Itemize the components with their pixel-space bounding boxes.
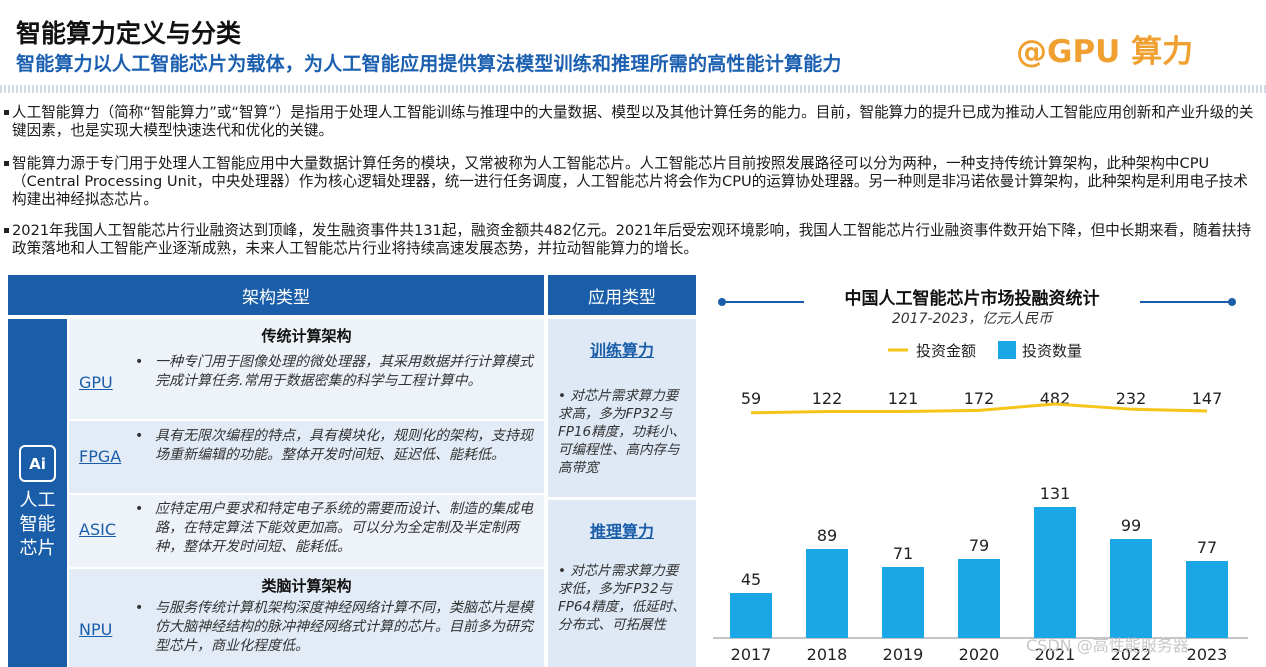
bar-2018 bbox=[806, 549, 848, 638]
investment-amount-line bbox=[750, 402, 1208, 415]
bar-label-2022: 99 bbox=[1121, 516, 1141, 535]
app-title-inference[interactable]: 推理算力 bbox=[589, 522, 654, 541]
arch-row-npu: NPU • 与服务传统计算机架构深度神经网络计算不同，类脑芯片是模仿大脑神经结构… bbox=[69, 569, 544, 667]
chart-svg: 投资金额 投资数量 45 2017 59 89 2018 122 71 2019 121 79 2020… bbox=[713, 298, 1248, 664]
watermark-text: CSDN @高性能服务器 bbox=[1026, 636, 1189, 655]
ai-icon: Ai bbox=[19, 445, 56, 482]
arch-type-header: 架构类型 bbox=[8, 275, 544, 315]
bullet-icon bbox=[4, 161, 9, 166]
legend-bar-label: 投资数量 bbox=[1022, 342, 1082, 360]
x-tick-2020: 2020 bbox=[959, 645, 1000, 664]
chip-desc-fpga: • 具有无限次编程的特点，具有模块化，规则化的架构，支持现场重新编辑的功能。整体… bbox=[135, 428, 533, 463]
bar-2020 bbox=[958, 559, 1000, 638]
page-subtitle: 智能算力以人工智能芯片为载体，为人工智能应用提供算法模型训练和推理所需的高性能计… bbox=[16, 53, 842, 75]
bar-2019 bbox=[882, 567, 924, 638]
bar-2022 bbox=[1110, 539, 1152, 638]
bar-2021 bbox=[1034, 507, 1076, 638]
brand-logo-text: @GPU 算力 bbox=[1016, 34, 1194, 70]
chip-name-npu[interactable]: NPU bbox=[79, 620, 113, 639]
chip-name-gpu[interactable]: GPU bbox=[79, 373, 113, 392]
paragraph-architecture: 智能算力源于专门用于处理人工智能应用中大量数据计算任务的模块，又常被称为人工智能… bbox=[4, 155, 1260, 209]
bullet-icon bbox=[4, 110, 9, 115]
traditional-arch-title: 传统计算架构 bbox=[261, 327, 352, 345]
page-title: 智能算力定义与分类 bbox=[16, 19, 242, 48]
app-title-training[interactable]: 训练算力 bbox=[589, 341, 654, 360]
line-label-2022: 232 bbox=[1116, 389, 1147, 408]
arch-row-asic: ASIC • 应特定用户要求和特定电子系统的需要而设计、制造的集成电路，在特定算… bbox=[69, 495, 544, 567]
x-tick-2017: 2017 bbox=[731, 645, 772, 664]
legend-bar-swatch bbox=[998, 341, 1016, 359]
legend-line-label: 投资金额 bbox=[916, 342, 976, 360]
x-tick-2023: 2023 bbox=[1187, 645, 1228, 664]
paragraph-text: 人工智能算力（简称“智能算力”或“智算”）是指用于处理人工智能训练与推理中的大量… bbox=[12, 104, 1254, 139]
x-tick-2022: 2022 bbox=[1111, 645, 1152, 664]
app-desc-inference: • 对芯片需求算力要求低，多为FP32与FP64精度，低延时、分布式、可拓展性 bbox=[558, 563, 686, 633]
chip-desc-asic: • 应特定用户要求和特定电子系统的需要而设计、制造的集成电路，在特定算法下能效更… bbox=[135, 501, 533, 555]
app-training: 训练算力 • 对芯片需求算力要求高，多为FP32与FP16精度，功耗小、可编程性… bbox=[548, 319, 696, 497]
line-label-2017: 59 bbox=[741, 389, 761, 408]
title-rule-dot-right bbox=[1228, 298, 1236, 306]
paragraph-financing: 2021年我国人工智能芯片行业融资达到顶峰，发生融资事件共131起，融资金额共4… bbox=[4, 222, 1260, 258]
app-type-header: 应用类型 bbox=[548, 275, 696, 315]
header-divider bbox=[0, 85, 1266, 93]
chip-name-fpga[interactable]: FPGA bbox=[79, 447, 122, 466]
paragraph-text: 2021年我国人工智能芯片行业融资达到顶峰，发生融资事件共131起，融资金额共4… bbox=[12, 222, 1252, 257]
app-desc-training: • 对芯片需求算力要求高，多为FP32与FP16精度，功耗小、可编程性、高内存与… bbox=[558, 388, 686, 476]
bar-label-2021: 131 bbox=[1040, 484, 1071, 503]
bar-label-2023: 77 bbox=[1197, 538, 1217, 557]
arch-row-gpu: GPU • 一种专门用于图像处理的微处理器，其采用数据并行计算模式完成计算任务.… bbox=[69, 319, 544, 419]
chip-desc-npu: • 与服务传统计算机架构深度神经网络计算不同，类脑芯片是模仿大脑神经结构的脉冲神… bbox=[135, 600, 533, 654]
x-tick-2018: 2018 bbox=[807, 645, 848, 664]
bullet-icon bbox=[4, 228, 9, 233]
bar-label-2019: 71 bbox=[893, 544, 913, 563]
line-label-2019: 121 bbox=[888, 389, 919, 408]
app-inference: 推理算力 • 对芯片需求算力要求低，多为FP32与FP64精度，低延时、分布式、… bbox=[548, 500, 696, 667]
line-label-2018: 122 bbox=[812, 389, 843, 408]
ai-chip-label: 人工 智能 芯片 bbox=[19, 490, 56, 559]
bar-label-2017: 45 bbox=[741, 570, 761, 589]
title-rule-dot-left bbox=[718, 298, 726, 306]
neuro-arch-title: 类脑计算架构 bbox=[261, 577, 352, 595]
x-tick-2019: 2019 bbox=[883, 645, 924, 664]
ai-chip-side-panel: Ai 人工 智能 芯片 bbox=[8, 319, 67, 667]
financing-chart: 中国人工智能芯片市场投融资统计 2017-2023，亿元人民币 投资金额 投资数量… bbox=[708, 280, 1266, 667]
bar-label-2018: 89 bbox=[817, 526, 837, 545]
paragraph-definition: 人工智能算力（简称“智能算力”或“智算”）是指用于处理人工智能训练与推理中的大量… bbox=[4, 104, 1260, 140]
chip-desc-gpu: • 一种专门用于图像处理的微处理器，其采用数据并行计算模式完成计算任务.常用于数… bbox=[135, 354, 533, 389]
x-tick-2021: 2021 bbox=[1035, 645, 1076, 664]
chip-name-asic[interactable]: ASIC bbox=[79, 520, 116, 539]
chart-title: 中国人工智能芯片市场投融资统计 bbox=[844, 289, 1100, 309]
arch-row-fpga: FPGA • 具有无限次编程的特点，具有模块化，规则化的架构，支持现场重新编辑的… bbox=[69, 421, 544, 493]
chart-subtitle: 2017-2023，亿元人民币 bbox=[891, 311, 1053, 327]
bar-2017 bbox=[730, 593, 772, 638]
bar-label-2020: 79 bbox=[969, 536, 989, 555]
bar-2023 bbox=[1186, 561, 1228, 638]
paragraph-text: 智能算力源于专门用于处理人工智能应用中大量数据计算任务的模块，又常被称为人工智能… bbox=[12, 155, 1248, 208]
line-label-2020: 172 bbox=[964, 389, 995, 408]
line-label-2023: 147 bbox=[1192, 389, 1223, 408]
